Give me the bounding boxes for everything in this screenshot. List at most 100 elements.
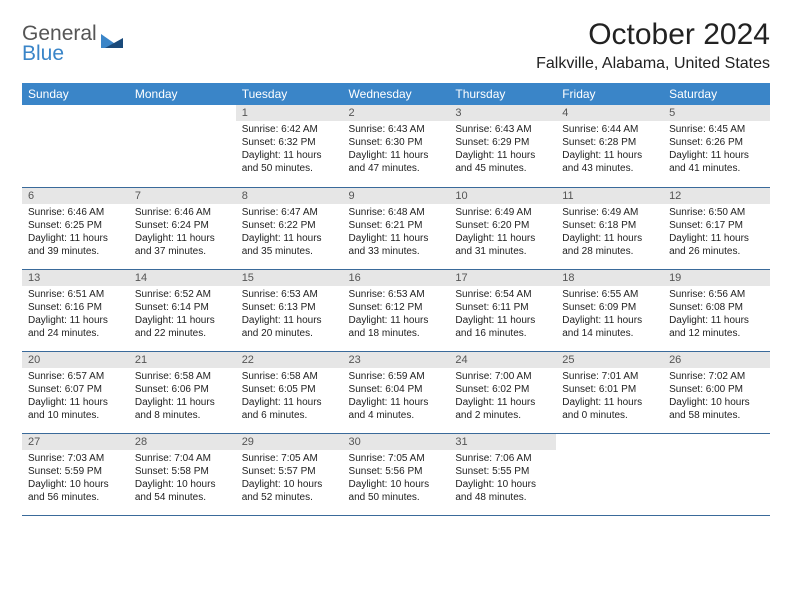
sunrise-text: Sunrise: 6:48 AM [349, 206, 444, 219]
daylight-text: Daylight: 11 hours and 18 minutes. [349, 314, 444, 340]
daylight-text: Daylight: 11 hours and 41 minutes. [669, 149, 764, 175]
week-row: 27Sunrise: 7:03 AMSunset: 5:59 PMDayligh… [22, 433, 770, 515]
sunset-text: Sunset: 5:57 PM [242, 465, 337, 478]
day-details: Sunrise: 6:53 AMSunset: 6:13 PMDaylight:… [236, 286, 343, 346]
calendar-table: Sunday Monday Tuesday Wednesday Thursday… [22, 83, 770, 516]
day-details: Sunrise: 7:00 AMSunset: 6:02 PMDaylight:… [449, 368, 556, 428]
day-details: Sunrise: 7:03 AMSunset: 5:59 PMDaylight:… [22, 450, 129, 510]
day-number: 14 [129, 270, 236, 286]
day-details: Sunrise: 6:42 AMSunset: 6:32 PMDaylight:… [236, 121, 343, 181]
sunrise-text: Sunrise: 6:45 AM [669, 123, 764, 136]
day-number: 9 [343, 188, 450, 204]
day-number: 30 [343, 434, 450, 450]
day-number: 26 [663, 352, 770, 368]
daylight-text: Daylight: 11 hours and 47 minutes. [349, 149, 444, 175]
day-cell [22, 105, 129, 187]
day-number: 13 [22, 270, 129, 286]
day-cell: 21Sunrise: 6:58 AMSunset: 6:06 PMDayligh… [129, 351, 236, 433]
day-header-row: Sunday Monday Tuesday Wednesday Thursday… [22, 83, 770, 105]
sunset-text: Sunset: 6:00 PM [669, 383, 764, 396]
sunrise-text: Sunrise: 7:01 AM [562, 370, 657, 383]
day-number: 23 [343, 352, 450, 368]
daylight-text: Daylight: 11 hours and 24 minutes. [28, 314, 123, 340]
day-cell: 15Sunrise: 6:53 AMSunset: 6:13 PMDayligh… [236, 269, 343, 351]
day-cell: 23Sunrise: 6:59 AMSunset: 6:04 PMDayligh… [343, 351, 450, 433]
day-cell: 28Sunrise: 7:04 AMSunset: 5:58 PMDayligh… [129, 433, 236, 515]
week-row: 6Sunrise: 6:46 AMSunset: 6:25 PMDaylight… [22, 187, 770, 269]
sunrise-text: Sunrise: 6:57 AM [28, 370, 123, 383]
day-number: 7 [129, 188, 236, 204]
sunset-text: Sunset: 6:04 PM [349, 383, 444, 396]
day-cell: 16Sunrise: 6:53 AMSunset: 6:12 PMDayligh… [343, 269, 450, 351]
daylight-text: Daylight: 11 hours and 35 minutes. [242, 232, 337, 258]
sunrise-text: Sunrise: 6:53 AM [349, 288, 444, 301]
day-cell [663, 433, 770, 515]
day-header: Monday [129, 83, 236, 105]
day-cell: 17Sunrise: 6:54 AMSunset: 6:11 PMDayligh… [449, 269, 556, 351]
day-cell [129, 105, 236, 187]
day-number: 20 [22, 352, 129, 368]
header: General Blue October 2024 Falkville, Ala… [22, 18, 770, 73]
sunrise-text: Sunrise: 6:42 AM [242, 123, 337, 136]
sunrise-text: Sunrise: 7:05 AM [349, 452, 444, 465]
day-cell: 27Sunrise: 7:03 AMSunset: 5:59 PMDayligh… [22, 433, 129, 515]
sunset-text: Sunset: 6:25 PM [28, 219, 123, 232]
sunset-text: Sunset: 6:28 PM [562, 136, 657, 149]
day-cell: 19Sunrise: 6:56 AMSunset: 6:08 PMDayligh… [663, 269, 770, 351]
day-details: Sunrise: 6:45 AMSunset: 6:26 PMDaylight:… [663, 121, 770, 181]
brand-text: General Blue [22, 24, 97, 64]
day-number: 28 [129, 434, 236, 450]
day-number: 5 [663, 105, 770, 121]
daylight-text: Daylight: 11 hours and 22 minutes. [135, 314, 230, 340]
sunrise-text: Sunrise: 6:50 AM [669, 206, 764, 219]
sunset-text: Sunset: 5:59 PM [28, 465, 123, 478]
day-header: Friday [556, 83, 663, 105]
day-number: 2 [343, 105, 450, 121]
day-number: 6 [22, 188, 129, 204]
sunrise-text: Sunrise: 6:56 AM [669, 288, 764, 301]
sunset-text: Sunset: 6:16 PM [28, 301, 123, 314]
week-row: 1Sunrise: 6:42 AMSunset: 6:32 PMDaylight… [22, 105, 770, 187]
day-cell: 30Sunrise: 7:05 AMSunset: 5:56 PMDayligh… [343, 433, 450, 515]
sunrise-text: Sunrise: 6:46 AM [135, 206, 230, 219]
sunset-text: Sunset: 6:01 PM [562, 383, 657, 396]
daylight-text: Daylight: 11 hours and 31 minutes. [455, 232, 550, 258]
day-number: 17 [449, 270, 556, 286]
day-cell: 2Sunrise: 6:43 AMSunset: 6:30 PMDaylight… [343, 105, 450, 187]
day-details: Sunrise: 7:01 AMSunset: 6:01 PMDaylight:… [556, 368, 663, 428]
daylight-text: Daylight: 10 hours and 56 minutes. [28, 478, 123, 504]
sunset-text: Sunset: 6:26 PM [669, 136, 764, 149]
sunrise-text: Sunrise: 6:55 AM [562, 288, 657, 301]
location-text: Falkville, Alabama, United States [536, 55, 770, 73]
daylight-text: Daylight: 11 hours and 37 minutes. [135, 232, 230, 258]
sunset-text: Sunset: 6:05 PM [242, 383, 337, 396]
day-number: 18 [556, 270, 663, 286]
day-number: 19 [663, 270, 770, 286]
sunrise-text: Sunrise: 6:46 AM [28, 206, 123, 219]
sunset-text: Sunset: 6:18 PM [562, 219, 657, 232]
day-cell: 31Sunrise: 7:06 AMSunset: 5:55 PMDayligh… [449, 433, 556, 515]
day-cell: 20Sunrise: 6:57 AMSunset: 6:07 PMDayligh… [22, 351, 129, 433]
sunrise-text: Sunrise: 7:06 AM [455, 452, 550, 465]
month-title: October 2024 [536, 18, 770, 52]
day-cell: 10Sunrise: 6:49 AMSunset: 6:20 PMDayligh… [449, 187, 556, 269]
day-cell: 29Sunrise: 7:05 AMSunset: 5:57 PMDayligh… [236, 433, 343, 515]
day-details [129, 109, 236, 167]
sunrise-text: Sunrise: 6:49 AM [562, 206, 657, 219]
brand-part2: Blue [22, 42, 64, 65]
day-details: Sunrise: 6:44 AMSunset: 6:28 PMDaylight:… [556, 121, 663, 181]
day-header: Saturday [663, 83, 770, 105]
sunrise-text: Sunrise: 7:00 AM [455, 370, 550, 383]
sunset-text: Sunset: 6:11 PM [455, 301, 550, 314]
day-number: 29 [236, 434, 343, 450]
sunrise-text: Sunrise: 6:43 AM [455, 123, 550, 136]
sunset-text: Sunset: 6:12 PM [349, 301, 444, 314]
day-number: 21 [129, 352, 236, 368]
day-cell: 22Sunrise: 6:58 AMSunset: 6:05 PMDayligh… [236, 351, 343, 433]
day-number: 15 [236, 270, 343, 286]
sunrise-text: Sunrise: 6:51 AM [28, 288, 123, 301]
week-row: 13Sunrise: 6:51 AMSunset: 6:16 PMDayligh… [22, 269, 770, 351]
day-details: Sunrise: 6:46 AMSunset: 6:25 PMDaylight:… [22, 204, 129, 264]
sunset-text: Sunset: 6:17 PM [669, 219, 764, 232]
day-header: Thursday [449, 83, 556, 105]
